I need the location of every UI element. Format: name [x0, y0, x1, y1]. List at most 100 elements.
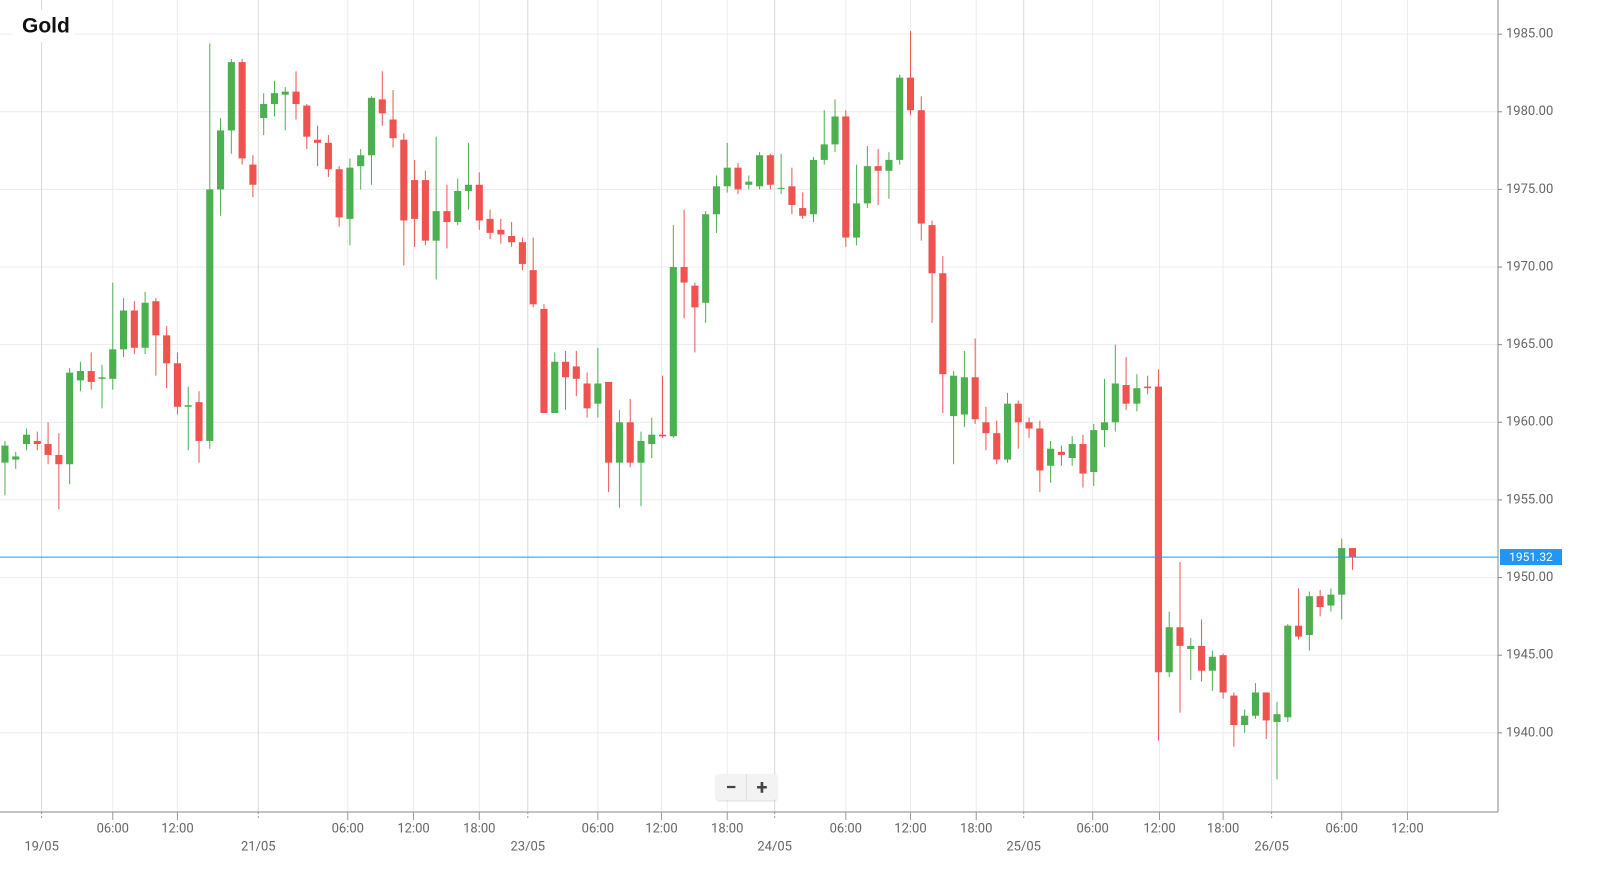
- candle-body: [76, 371, 84, 381]
- candle-body: [109, 349, 117, 379]
- y-tick-label: 1970.00: [1506, 259, 1553, 274]
- candle-body: [551, 361, 559, 413]
- candle-body: [842, 116, 850, 238]
- candle-body: [87, 371, 95, 382]
- candle-body: [1338, 548, 1346, 595]
- candle-body: [12, 456, 20, 460]
- candle-body: [206, 189, 214, 441]
- y-tick-label: 1960.00: [1506, 415, 1553, 430]
- candle-body: [863, 166, 871, 204]
- candle-body: [378, 99, 386, 114]
- zoom-in-button[interactable]: +: [746, 774, 777, 800]
- x-tick-label: 12:00: [1391, 821, 1423, 836]
- candle-body: [22, 434, 31, 445]
- candle-body: [1284, 625, 1292, 718]
- x-tick-label: 18:00: [711, 821, 743, 836]
- candle-body: [939, 273, 947, 375]
- candle-body: [152, 301, 160, 336]
- candle-body: [583, 383, 591, 409]
- candle-body: [1241, 715, 1249, 726]
- candle-body: [119, 310, 128, 350]
- x-tick-label: 06:00: [1326, 821, 1358, 836]
- candle-body: [669, 267, 677, 437]
- candle-body: [594, 383, 602, 404]
- candle-body: [529, 270, 537, 305]
- y-tick-label: 1955.00: [1506, 492, 1553, 507]
- x-tick-label: 19/05: [24, 839, 59, 854]
- zoom-out-button[interactable]: −: [725, 775, 737, 799]
- candle-body: [1154, 386, 1162, 673]
- y-tick-label: 1965.00: [1506, 337, 1553, 352]
- candle-body: [421, 180, 429, 241]
- candle-body: [518, 242, 526, 264]
- candle-body: [1165, 627, 1173, 673]
- candle-body: [411, 180, 419, 219]
- candle-body: [367, 97, 376, 156]
- candle-body: [777, 187, 785, 189]
- candle-body: [561, 361, 570, 378]
- candles: [1, 31, 1357, 780]
- x-tick-label: 25/05: [1006, 839, 1041, 854]
- candle-body: [292, 91, 300, 105]
- candle-body: [389, 119, 397, 139]
- x-tick-label: 06:00: [332, 821, 364, 836]
- x-tick-label: 06:00: [582, 821, 614, 836]
- x-tick-label: 12:00: [894, 821, 926, 836]
- candle-body: [66, 372, 74, 465]
- y-tick-label: 1985.00: [1506, 27, 1553, 42]
- x-tick-label: 06:00: [1076, 821, 1108, 836]
- candle-body: [756, 155, 764, 187]
- candle-body: [820, 144, 828, 160]
- candle-body: [637, 440, 645, 463]
- candle-body: [249, 164, 257, 185]
- candle-body: [1111, 383, 1119, 423]
- candle-body: [281, 91, 289, 95]
- candle-body: [788, 186, 796, 205]
- y-tick-label: 1975.00: [1506, 182, 1553, 197]
- candle-body: [1133, 388, 1141, 404]
- candle-body: [928, 225, 936, 274]
- x-tick-label: 24/05: [757, 839, 792, 854]
- candle-body: [960, 377, 968, 415]
- candle-body: [98, 377, 106, 379]
- chart-title: Gold: [22, 15, 70, 38]
- candle-body: [173, 363, 181, 407]
- candle-body: [217, 130, 225, 190]
- candle-body: [906, 77, 915, 111]
- candle-body: [443, 211, 451, 223]
- title-bg: [12, 10, 74, 42]
- candle-body: [809, 159, 818, 215]
- candle-body: [702, 214, 710, 303]
- candle-body: [540, 308, 548, 413]
- candle-body: [1047, 448, 1055, 466]
- candle-body: [691, 285, 699, 308]
- candle-body: [831, 116, 839, 145]
- candle-body: [1327, 594, 1335, 606]
- candle-body: [1057, 451, 1065, 455]
- candle-body: [303, 105, 311, 137]
- candle-body: [335, 169, 343, 218]
- candle-body: [950, 375, 958, 417]
- candle-body: [745, 181, 753, 185]
- x-tick-label: 06:00: [97, 821, 129, 836]
- last-price-tag: [1500, 549, 1562, 566]
- candle-body: [1305, 596, 1313, 636]
- candle-body: [270, 93, 279, 105]
- candle-body: [1187, 645, 1195, 649]
- candle-body: [475, 184, 483, 221]
- candle-body: [896, 77, 904, 160]
- candle-body: [993, 433, 1001, 460]
- candle-body: [982, 422, 990, 434]
- candle-body: [658, 434, 667, 437]
- candle-body: [1251, 692, 1260, 716]
- candle-body: [130, 310, 138, 348]
- candle-body: [1079, 444, 1087, 474]
- candle-body: [238, 62, 246, 159]
- candle-body: [971, 377, 979, 420]
- x-tick-label: 12:00: [161, 821, 193, 836]
- candle-body: [1, 445, 9, 463]
- candle-body: [1316, 596, 1324, 608]
- candle-body: [260, 104, 268, 118]
- candle-body: [885, 159, 893, 171]
